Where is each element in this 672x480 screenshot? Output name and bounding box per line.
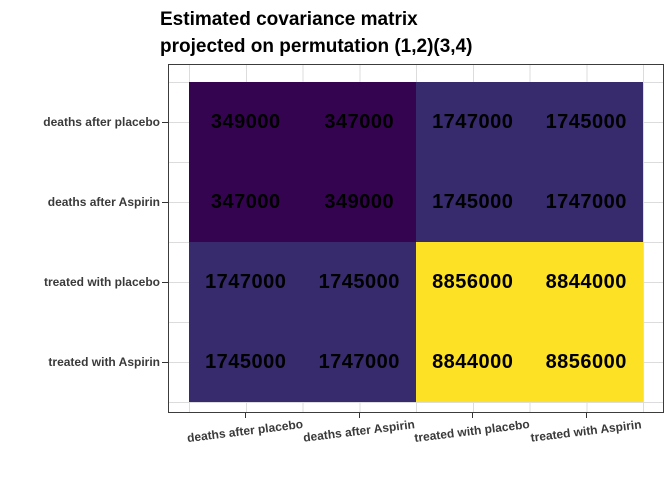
- x-axis-tick-mark: [472, 413, 473, 418]
- heatmap-cell: 349000: [189, 82, 303, 162]
- x-axis-label-treated-with-placebo: treated with placebo: [413, 416, 531, 446]
- heatmap-cell: 8856000: [529, 322, 643, 402]
- y-axis-label-deaths-after-aspirin: deaths after Aspirin: [47, 195, 160, 209]
- plot-panel: 349000 347000 1747000 1745000 347000 349…: [168, 64, 664, 413]
- y-axis-label-treated-with-placebo: treated with placebo: [43, 275, 160, 289]
- x-axis-label-deaths-after-aspirin: deaths after Aspirin: [302, 417, 416, 445]
- heatmap-cell: 347000: [302, 82, 416, 162]
- x-axis-label-deaths-after-placebo: deaths after placebo: [186, 416, 304, 446]
- heatmap-cell: 8856000: [416, 242, 530, 322]
- chart-title: Estimated covariance matrix projected on…: [160, 6, 472, 60]
- y-axis-tick-mark: [162, 282, 168, 283]
- heatmap-cell: 1747000: [302, 322, 416, 402]
- x-axis-tick-mark: [586, 413, 587, 418]
- heatmap-cell: 1745000: [189, 322, 303, 402]
- y-axis-label-treated-with-aspirin: treated with Aspirin: [48, 355, 160, 369]
- x-axis-label-treated-with-aspirin: treated with Aspirin: [529, 417, 643, 445]
- chart-title-line-1: Estimated covariance matrix: [160, 9, 418, 30]
- chart-title-line-2: projected on permutation (1,2)(3,4): [160, 36, 473, 57]
- heatmap-cell: 1747000: [529, 162, 643, 242]
- heatmap-cell: 349000: [302, 162, 416, 242]
- y-axis-label-deaths-after-placebo: deaths after placebo: [43, 115, 160, 129]
- heatmap-cell: 347000: [189, 162, 303, 242]
- y-axis-tick-mark: [162, 202, 168, 203]
- y-axis-tick-mark: [162, 362, 168, 363]
- heatmap-cell: 1745000: [529, 82, 643, 162]
- x-axis-tick-mark: [245, 413, 246, 418]
- heatmap-cell: 1745000: [416, 162, 530, 242]
- heatmap-tile-grid: 349000 347000 1747000 1745000 347000 349…: [189, 82, 643, 402]
- heatmap-cell: 1747000: [189, 242, 303, 322]
- heatmap-cell: 1745000: [302, 242, 416, 322]
- heatmap-cell: 1747000: [416, 82, 530, 162]
- heatmap-cell: 8844000: [529, 242, 643, 322]
- y-axis-tick-mark: [162, 122, 168, 123]
- heatmap-cell: 8844000: [416, 322, 530, 402]
- x-axis-tick-mark: [359, 413, 360, 418]
